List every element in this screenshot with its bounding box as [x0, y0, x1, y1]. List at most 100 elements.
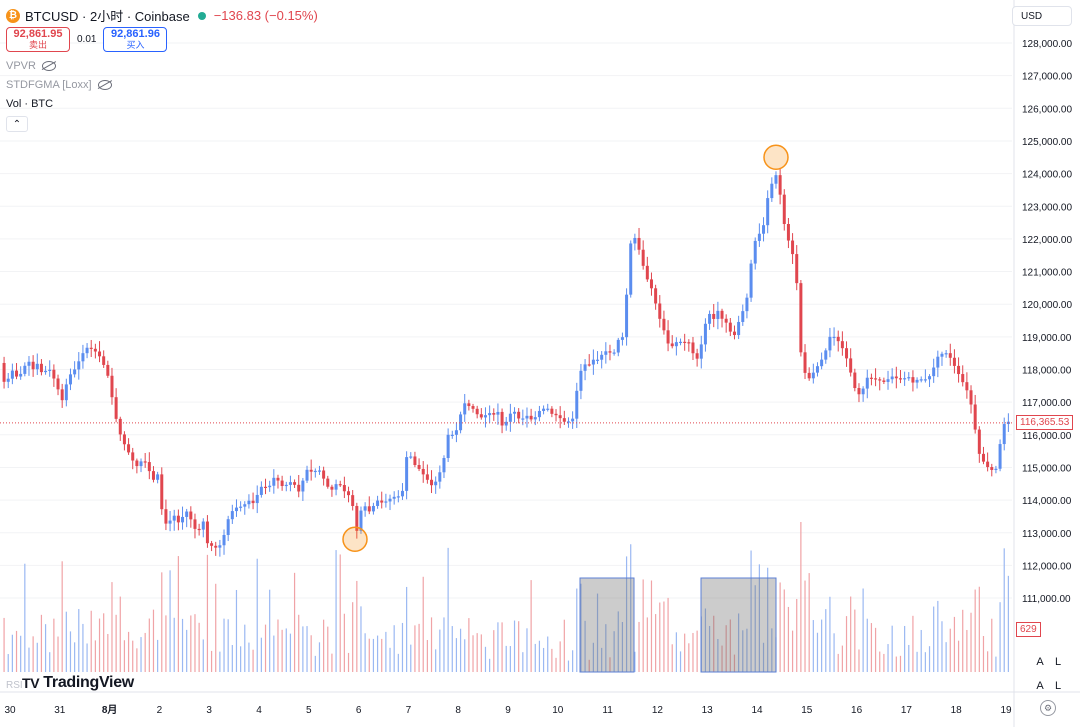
volume-bar	[32, 636, 34, 672]
volume-bar	[103, 613, 105, 672]
candle-body	[890, 376, 894, 380]
candle-body	[591, 359, 595, 365]
volume-bar	[617, 611, 619, 672]
candle-body	[210, 543, 214, 546]
candle-body	[98, 351, 102, 357]
candle-body	[218, 545, 222, 548]
volume-bar	[879, 651, 881, 672]
candle-body	[695, 353, 699, 359]
collapse-indicators-button[interactable]: ⌃	[6, 116, 28, 132]
x-tick-label: 19	[1000, 705, 1012, 716]
volume-bar	[825, 609, 827, 672]
volume-bar	[352, 602, 354, 672]
candle-body	[1002, 424, 1006, 445]
candle-body	[500, 411, 504, 426]
candle-body	[770, 183, 774, 199]
sell-button[interactable]: 92,861.95 卖出	[6, 27, 70, 52]
hidden-eye-icon[interactable]	[41, 61, 56, 71]
candle-body	[575, 390, 579, 419]
candle-body	[579, 370, 583, 391]
volume-bar	[123, 640, 126, 672]
volume-bar	[725, 625, 727, 672]
auto-scale-button-lower[interactable]: A	[1036, 680, 1044, 692]
candle-body	[102, 356, 106, 365]
volume-bar	[953, 616, 956, 672]
volume-bar	[244, 624, 246, 672]
symbol-title[interactable]: BTCUSD · 2小时 · Coinbase	[25, 9, 190, 24]
volume-bar	[750, 550, 752, 672]
volume-bar	[555, 657, 557, 672]
y-tick-label: 124,000.00	[1022, 170, 1072, 181]
indicator-rsi-label: RSI	[6, 680, 23, 691]
volume-bar	[796, 598, 798, 672]
volume-bar	[613, 631, 615, 672]
candle-body	[782, 194, 786, 225]
settings-gear-icon[interactable]: ⚙	[1040, 700, 1056, 716]
candle-body	[160, 474, 164, 510]
candle-body	[944, 353, 948, 355]
candle-body	[533, 417, 537, 420]
volume-bar	[61, 561, 63, 672]
volume-bar	[957, 640, 960, 672]
price-axis: 111,000.00 112,000.00 113,000.00 114,000.00…	[1022, 39, 1072, 605]
volume-bar	[148, 618, 150, 672]
candle-body	[367, 506, 371, 512]
volume-bar	[821, 619, 823, 672]
candle-body	[139, 461, 143, 467]
candle-body	[629, 243, 633, 295]
candle-body	[268, 485, 272, 488]
candle-body	[251, 500, 255, 504]
buy-label: 买入	[126, 39, 145, 50]
volume-bar	[758, 564, 760, 672]
candle-body	[247, 500, 251, 505]
volume-bar	[995, 656, 997, 672]
volume-bar	[837, 653, 839, 672]
indicator-stdfgma[interactable]: STDFGMA [Loxx]	[6, 79, 112, 91]
candle-body	[342, 485, 346, 492]
volume-bar	[24, 563, 26, 672]
candle-body	[973, 404, 977, 430]
log-scale-button-lower[interactable]: L	[1054, 680, 1062, 692]
candle-body	[27, 361, 31, 366]
candle-body	[309, 469, 313, 472]
hidden-eye-icon[interactable]	[97, 80, 112, 90]
candle-body	[454, 430, 458, 435]
y-tick-label: 116,000.00	[1022, 431, 1072, 442]
volume-bar	[74, 642, 76, 672]
currency-selector[interactable]: USD	[1012, 6, 1072, 26]
marker-low	[342, 526, 368, 553]
candle-body	[807, 372, 811, 379]
volume-bar	[779, 582, 781, 672]
volume-bar	[584, 620, 586, 672]
buy-button[interactable]: 92,861.96 买入	[103, 27, 168, 52]
candle-body	[93, 348, 97, 352]
candle-body	[264, 486, 268, 489]
volume-bar	[916, 651, 918, 672]
indicator-volume[interactable]: Vol · BTC	[6, 98, 53, 110]
volume-bar	[210, 650, 213, 672]
candle-body	[181, 516, 185, 523]
volume-bar	[547, 636, 549, 672]
volume-bar	[94, 640, 96, 672]
indicator-vpvr[interactable]: VPVR	[6, 60, 56, 72]
x-tick-label: 31	[54, 705, 66, 716]
auto-scale-button[interactable]: A	[1036, 656, 1044, 668]
volume-bar	[920, 629, 922, 672]
volume-bar	[360, 606, 362, 672]
volume-bar	[385, 631, 387, 672]
candle-body	[894, 376, 898, 379]
volume-bar	[518, 621, 520, 672]
volume-bar	[596, 593, 599, 672]
volume-bar	[991, 618, 993, 672]
candle-body	[832, 336, 836, 339]
candle-body	[853, 372, 857, 389]
log-scale-button[interactable]: L	[1054, 656, 1062, 668]
volume-bar	[733, 654, 736, 672]
candle-body	[255, 494, 259, 504]
candle-body	[189, 511, 193, 520]
volume-bar	[281, 629, 283, 672]
volume-bar	[198, 622, 200, 672]
candles	[2, 168, 1010, 557]
volume-bar	[679, 651, 682, 672]
